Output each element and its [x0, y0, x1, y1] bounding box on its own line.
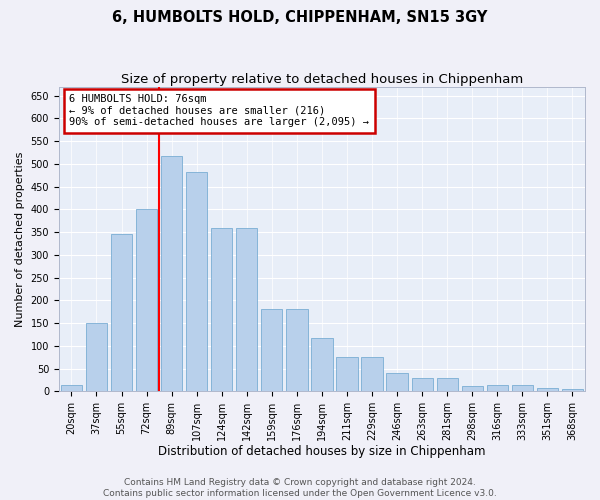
Title: Size of property relative to detached houses in Chippenham: Size of property relative to detached ho… — [121, 72, 523, 86]
Bar — [461, 386, 483, 391]
X-axis label: Distribution of detached houses by size in Chippenham: Distribution of detached houses by size … — [158, 444, 486, 458]
Bar — [186, 172, 208, 391]
Text: 6 HUMBOLTS HOLD: 76sqm
← 9% of detached houses are smaller (216)
90% of semi-det: 6 HUMBOLTS HOLD: 76sqm ← 9% of detached … — [70, 94, 370, 128]
Bar — [211, 228, 232, 391]
Bar — [286, 310, 308, 391]
Bar — [512, 385, 533, 391]
Bar — [61, 385, 82, 391]
Bar — [537, 388, 558, 391]
Bar — [386, 373, 408, 391]
Bar — [86, 323, 107, 391]
Bar — [311, 338, 332, 391]
Text: Contains HM Land Registry data © Crown copyright and database right 2024.
Contai: Contains HM Land Registry data © Crown c… — [103, 478, 497, 498]
Bar — [437, 378, 458, 391]
Y-axis label: Number of detached properties: Number of detached properties — [15, 152, 25, 326]
Bar — [261, 310, 283, 391]
Bar — [487, 385, 508, 391]
Bar — [337, 356, 358, 391]
Bar — [562, 389, 583, 391]
Bar — [161, 156, 182, 391]
Bar — [111, 234, 132, 391]
Bar — [136, 210, 157, 391]
Bar — [361, 356, 383, 391]
Text: 6, HUMBOLTS HOLD, CHIPPENHAM, SN15 3GY: 6, HUMBOLTS HOLD, CHIPPENHAM, SN15 3GY — [112, 10, 488, 25]
Bar — [412, 378, 433, 391]
Bar — [236, 228, 257, 391]
